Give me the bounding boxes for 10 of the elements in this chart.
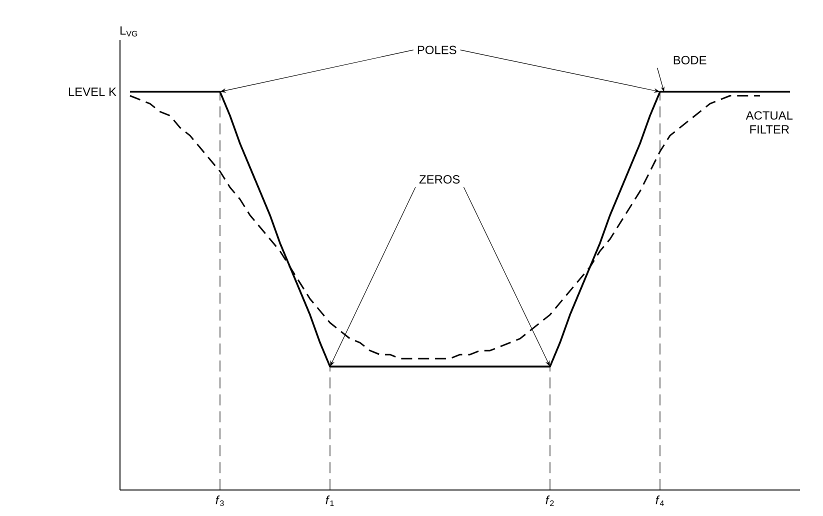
y-axis-title: L$_{VG}$ (120, 26, 138, 36)
text: BODE (674, 56, 706, 64)
x-tick-label: f$_{2}$ (546, 496, 554, 506)
text: LEVEL K (68, 88, 116, 96)
x-tick-label: f$_{4}$ (656, 496, 664, 506)
text: POLES (418, 46, 456, 54)
series-label: ACTUAL FILTER (746, 111, 793, 134)
annotation: ZEROS (419, 175, 460, 184)
x-tick-label: f$_{3}$ (216, 496, 224, 506)
x-tick-label: f$_{1}$ (326, 496, 334, 506)
